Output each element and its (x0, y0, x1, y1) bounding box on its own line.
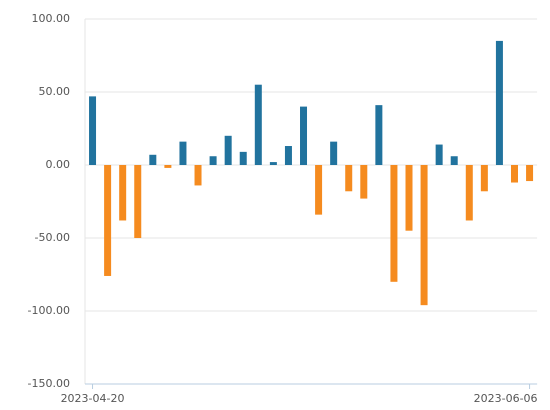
y-tick-label: -50.00 (35, 231, 70, 244)
bar (526, 165, 534, 182)
bar (104, 165, 112, 276)
bar (300, 106, 308, 165)
bar (480, 165, 488, 192)
bar (239, 151, 247, 165)
bar (495, 40, 503, 165)
bar (284, 146, 292, 165)
bar (194, 165, 202, 186)
bar (510, 165, 518, 183)
bar (360, 165, 368, 199)
bar (179, 141, 187, 165)
bar (149, 154, 157, 165)
bar (89, 96, 97, 165)
y-tick-label: 100.00 (32, 12, 71, 25)
bar (254, 84, 262, 165)
bar (330, 141, 338, 165)
bar (269, 162, 277, 165)
bar (224, 135, 232, 165)
x-tick-label: 2023-04-20 (61, 392, 125, 405)
bar (420, 165, 428, 306)
bar (465, 165, 473, 221)
bar (405, 165, 413, 231)
bar (134, 165, 142, 238)
y-tick-label: -100.00 (28, 304, 70, 317)
bar (345, 165, 353, 192)
bar (209, 156, 217, 165)
bar (119, 165, 127, 221)
bar (164, 165, 172, 168)
bar (390, 165, 398, 282)
y-tick-label: -150.00 (28, 377, 70, 390)
x-tick-label: 2023-06-06 (474, 392, 538, 405)
y-tick-label: 0.00 (46, 158, 71, 171)
bar (435, 144, 443, 165)
bar (315, 165, 323, 215)
bar (375, 105, 383, 165)
y-tick-label: 50.00 (39, 85, 71, 98)
bar (450, 156, 458, 165)
